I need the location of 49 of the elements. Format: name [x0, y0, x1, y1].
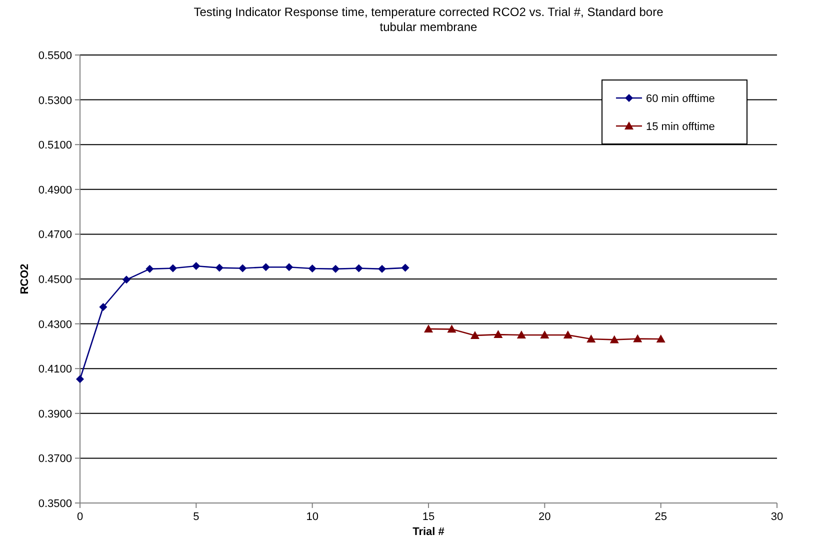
y-tick-label: 0.4700	[38, 229, 72, 242]
y-tick-label: 0.4900	[38, 184, 72, 196]
point	[354, 264, 363, 272]
y-tick-label: 0.4300	[38, 318, 72, 331]
point	[168, 264, 177, 272]
point	[494, 330, 503, 338]
point	[424, 324, 433, 332]
legend-label: 15 min offtime	[646, 121, 715, 133]
x-tick-label: 20	[538, 511, 551, 523]
x-tick-label: 25	[654, 511, 667, 523]
point	[215, 264, 224, 272]
point	[586, 334, 596, 343]
x-tick-label: 30	[770, 511, 784, 523]
point	[516, 330, 526, 338]
x-tick-label: 5	[193, 511, 200, 523]
y-tick-label: 0.3700	[38, 453, 72, 466]
point	[610, 335, 619, 344]
y-tick-label: 0.3900	[38, 408, 72, 420]
point	[447, 324, 456, 333]
point	[656, 334, 666, 343]
x-tick-label: 15	[422, 511, 435, 523]
y-tick-label: 0.4500	[38, 274, 72, 286]
point	[563, 330, 572, 338]
y-tick-label: 0.5100	[38, 140, 72, 152]
point	[285, 263, 294, 272]
y-axis-title: RCO2	[19, 264, 31, 294]
x-tick-label: 0	[76, 511, 84, 523]
point	[76, 375, 84, 384]
point	[540, 330, 550, 338]
point	[633, 334, 642, 342]
point	[470, 330, 480, 339]
point	[308, 264, 316, 272]
point	[401, 264, 410, 272]
y-tick-label: 0.3500	[38, 498, 72, 510]
y-tick-label: 0.5300	[38, 94, 72, 107]
point	[146, 264, 154, 273]
x-axis-title: Trial #	[412, 526, 444, 538]
legend-label: 60 min offtime	[646, 93, 715, 105]
chart-title: Testing Indicator Response time, temperature corrected RCO2 vs. Trial #, Standard bore tubular membrane	[194, 5, 664, 34]
point	[192, 262, 200, 270]
point	[122, 276, 130, 284]
point	[332, 264, 340, 273]
y-tick-label: 0.5500	[38, 50, 72, 62]
point	[378, 264, 386, 273]
y-tick-label: 0.4100	[38, 364, 72, 376]
point	[99, 303, 108, 311]
point	[262, 263, 270, 272]
point	[238, 264, 247, 272]
x-tick-label: 10	[306, 511, 318, 523]
